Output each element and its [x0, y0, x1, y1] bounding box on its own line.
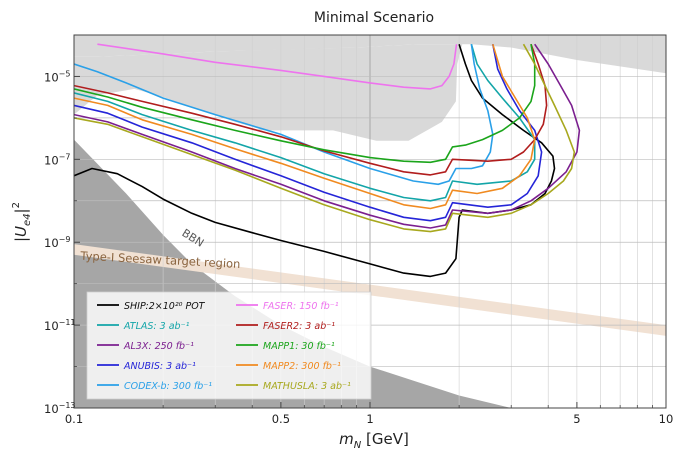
legend-label: MAPP2: 300 fb⁻¹	[263, 361, 341, 372]
x-tick-label: 0.5	[272, 412, 290, 426]
x-axis-label: mN [GeV]	[339, 430, 409, 450]
legend-label: MAPP1: 30 fb⁻¹	[263, 341, 335, 352]
legend-label: SHIP:2×10²⁰ POT	[124, 301, 206, 312]
legend-label: AL3X: 250 fb⁻¹	[123, 341, 194, 352]
x-tick-label: 1	[366, 412, 373, 426]
x-tick-label: 10	[659, 412, 674, 426]
series-line-faser2	[74, 43, 548, 176]
series-line-ship	[74, 43, 556, 278]
y-tick-label: 10−9	[44, 235, 70, 250]
legend: SHIP:2×10²⁰ POT ATLAS: 3 ab⁻¹ AL3X: 250 fb…	[86, 291, 372, 400]
legend-label: ATLAS: 3 ab⁻¹	[123, 321, 190, 332]
legend-label: MATHUSLA: 3 ab⁻¹	[263, 381, 351, 392]
series-line-anubis	[74, 44, 543, 222]
series-line-codex-b	[74, 44, 494, 186]
series-line-faser	[97, 43, 458, 90]
y-tick-label: 10−5	[44, 69, 70, 84]
excluded-region-middle	[74, 44, 463, 141]
legend-label: ANUBIS: 3 ab⁻¹	[123, 361, 196, 372]
x-tick-label: 0.1	[65, 412, 83, 426]
legend-label: CODEX-b: 300 fb⁻¹	[124, 381, 212, 392]
x-tick-label: 5	[573, 412, 580, 426]
series-line-al3x	[74, 43, 581, 229]
series-line-mapp2	[74, 43, 536, 210]
legend-box	[86, 291, 372, 400]
chart-title: Minimal Scenario	[314, 10, 434, 26]
y-axis-label: |Ue4|2	[11, 202, 33, 242]
series-line-mapp1	[74, 44, 536, 164]
series-line-atlas	[74, 43, 536, 202]
series-line-mathusla	[74, 43, 576, 233]
excluded-region-top	[74, 35, 666, 74]
y-tick-label: 10−7	[44, 152, 70, 167]
legend-label: FASER2: 3 ab⁻¹	[263, 321, 335, 332]
y-tick-label: 10−11	[44, 318, 76, 333]
legend-label: FASER: 150 fb⁻¹	[263, 301, 339, 312]
